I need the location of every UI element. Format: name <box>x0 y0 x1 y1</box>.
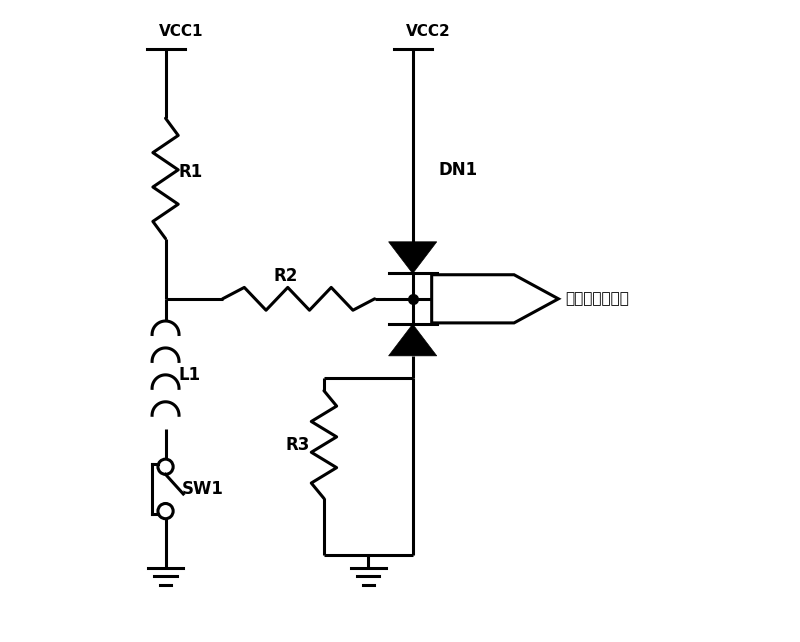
Polygon shape <box>389 242 437 273</box>
Text: L1: L1 <box>178 366 200 384</box>
Polygon shape <box>389 324 437 356</box>
Text: DN1: DN1 <box>438 161 477 179</box>
Text: VCC1: VCC1 <box>159 24 204 39</box>
Text: 接故障判断单元: 接故障判断单元 <box>565 291 629 306</box>
Text: SW1: SW1 <box>182 480 223 498</box>
Text: R1: R1 <box>178 163 202 181</box>
Text: R2: R2 <box>274 267 298 285</box>
Text: R3: R3 <box>286 435 310 453</box>
Text: VCC2: VCC2 <box>406 24 451 39</box>
